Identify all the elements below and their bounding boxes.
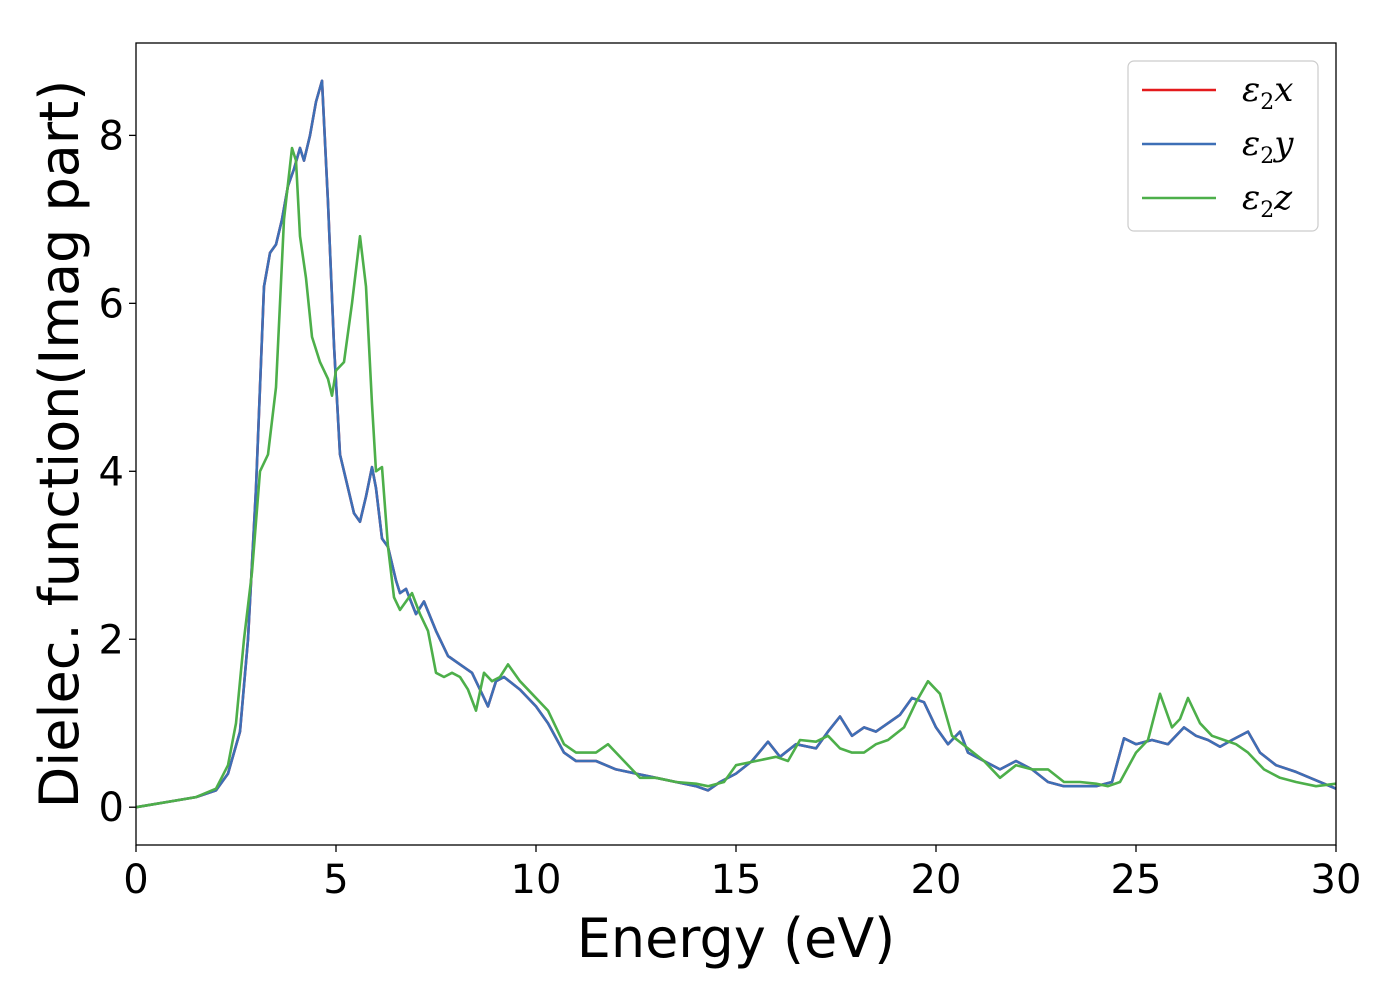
y-tick-label: 2 xyxy=(99,617,124,663)
x-axis-ticks: 0 5 10 15 20 25 30 xyxy=(123,845,1361,903)
x-tick-label: 25 xyxy=(1111,857,1162,903)
x-tick-label: 20 xyxy=(911,857,962,903)
y-tick-label: 0 xyxy=(99,785,124,831)
y-tick-label: 4 xyxy=(99,449,124,495)
y-axis-ticks: 0 2 4 6 8 xyxy=(99,113,136,831)
legend-frame xyxy=(1127,60,1319,232)
series-line-2 xyxy=(136,79,1336,809)
legend: ε2x ε2y ε2z xyxy=(1127,60,1319,232)
legend-items: ε2x ε2y ε2z xyxy=(1142,70,1294,223)
series-layer xyxy=(136,79,1336,809)
legend-label-1: ε2x xyxy=(1242,70,1293,115)
x-axis-label: Energy (eV) xyxy=(577,907,896,970)
y-tick-label: 8 xyxy=(99,113,124,159)
legend-label-3: ε2z xyxy=(1242,178,1293,223)
y-tick-label: 6 xyxy=(99,281,124,327)
legend-label-2: ε2y xyxy=(1242,124,1294,169)
series-line-3 xyxy=(136,146,1336,809)
y-axis-label: Dielec. function(Imag part) xyxy=(28,80,91,809)
x-tick-label: 5 xyxy=(323,857,348,903)
x-tick-label: 10 xyxy=(511,857,562,903)
x-tick-label: 0 xyxy=(123,857,148,903)
x-tick-label: 30 xyxy=(1311,857,1362,903)
x-tick-label: 15 xyxy=(711,857,762,903)
